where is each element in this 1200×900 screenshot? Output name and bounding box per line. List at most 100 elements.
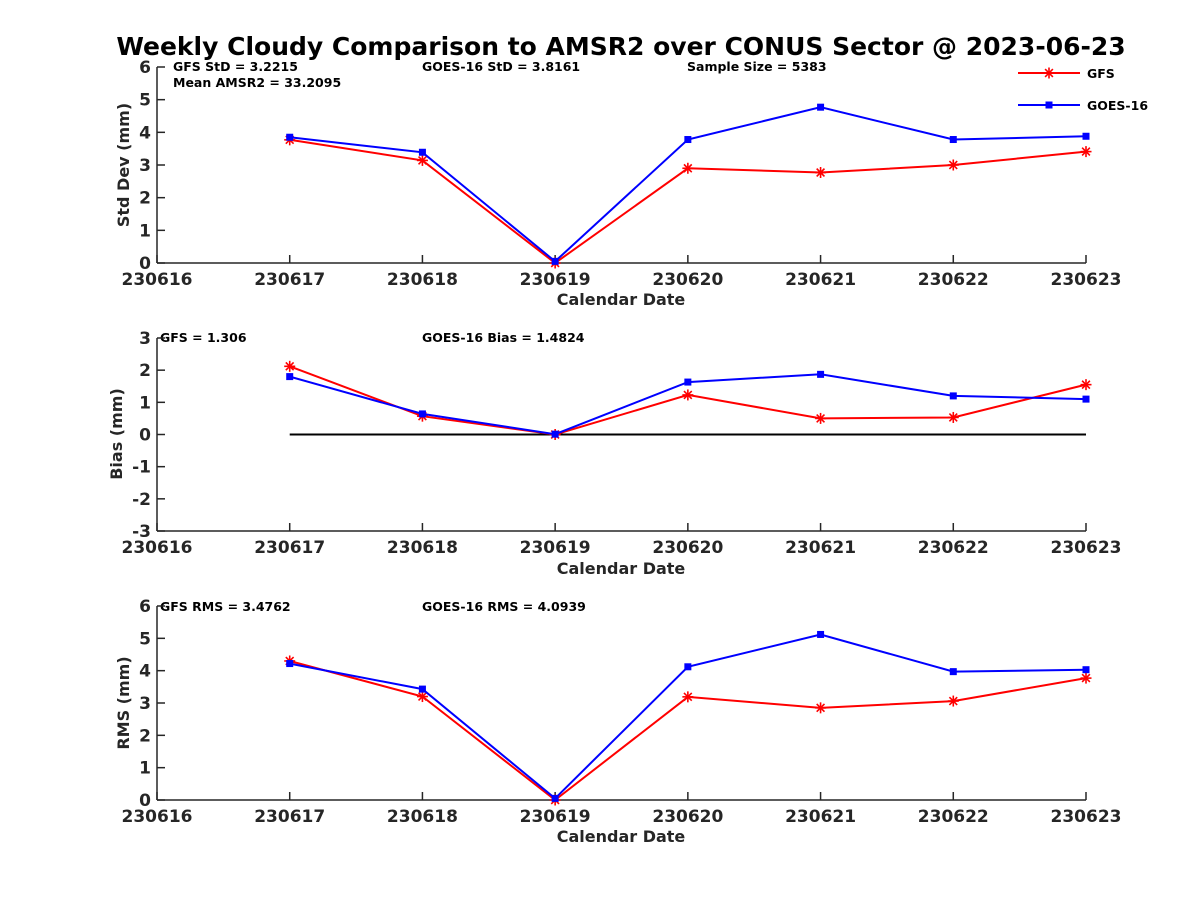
x-tick-label: 230617 xyxy=(254,538,325,558)
goes16-data-point xyxy=(817,630,825,638)
gfs-data-point xyxy=(947,159,959,171)
x-tick-label: 230619 xyxy=(520,270,591,290)
x-tick-label: 230623 xyxy=(1051,538,1122,558)
goes16-std-annotation: GOES-16 StD = 3.8161 xyxy=(422,59,580,74)
goes16-rms-annotation: GOES-16 RMS = 4.0939 xyxy=(422,599,586,614)
goes16-data-point xyxy=(551,430,559,438)
goes16-data-point xyxy=(286,133,294,141)
x-tick-label: 230617 xyxy=(254,270,325,290)
goes16-data-point xyxy=(949,668,957,676)
x-tick-label: 230623 xyxy=(1051,270,1122,290)
x-tick-label: 230616 xyxy=(122,807,193,827)
gfs-data-point xyxy=(947,411,959,423)
x-tick-label: 230617 xyxy=(254,807,325,827)
goes16-data-point xyxy=(551,794,559,802)
gfs-data-point xyxy=(682,162,694,174)
gfs-data-point xyxy=(815,412,827,424)
goes16-data-point xyxy=(684,663,692,671)
y-tick-label: 3 xyxy=(139,329,151,349)
goes16-data-point xyxy=(418,685,426,693)
gfs-data-point xyxy=(284,360,296,372)
y-tick-label: -1 xyxy=(132,458,151,478)
y-tick-label: -3 xyxy=(132,522,151,542)
gfs-data-point xyxy=(1080,379,1092,391)
goes16-data-point xyxy=(418,410,426,418)
rms-y-axis-label: RMS (mm) xyxy=(114,656,133,749)
bias-x-axis-label: Calendar Date xyxy=(557,559,686,578)
gfs-rms-annotation: GFS RMS = 3.4762 xyxy=(160,599,291,614)
gfs-bias-annotation: GFS = 1.306 xyxy=(160,330,247,345)
goes16-data-point xyxy=(286,660,294,668)
y-tick-label: -2 xyxy=(132,490,151,510)
goes16-data-point xyxy=(286,373,294,381)
gfs-data-point xyxy=(1080,672,1092,684)
goes16-bias-annotation: GOES-16 Bias = 1.4824 xyxy=(422,330,585,345)
stddev-plot: 0 1 2 3 4 5 6 230616 230617 230618 230619 230620 230… xyxy=(122,58,1122,290)
x-tick-label: 230616 xyxy=(122,538,193,558)
y-tick-label: 2 xyxy=(139,726,151,746)
gfs-data-point xyxy=(1080,146,1092,158)
x-tick-label: 230620 xyxy=(652,270,723,290)
legend-gfs-marker xyxy=(1043,67,1055,79)
y-tick-label: 4 xyxy=(139,123,151,143)
y-tick-label: 3 xyxy=(139,694,151,714)
x-tick-label: 230619 xyxy=(520,538,591,558)
goes16-data-point xyxy=(817,370,825,378)
stddev-x-axis-label: Calendar Date xyxy=(557,290,686,309)
legend-marker-shape xyxy=(1043,67,1055,79)
gfs-data-point xyxy=(416,154,428,166)
mean-amsr2-annotation: Mean AMSR2 = 33.2095 xyxy=(173,75,341,90)
x-tick-label: 230620 xyxy=(652,807,723,827)
goes16-data-point xyxy=(551,257,559,265)
gfs-data-point xyxy=(815,702,827,714)
y-tick-label: 0 xyxy=(139,426,151,446)
gfs-data-point xyxy=(815,167,827,179)
y-tick-label: 3 xyxy=(139,156,151,176)
gfs-data-point xyxy=(682,691,694,703)
rms-x-axis-label: Calendar Date xyxy=(557,827,686,846)
bias-panel: GFS = 1.306 GOES-16 Bias = 1.4824 -3 -2 -1… xyxy=(107,329,1121,578)
chart-title: Weekly Cloudy Comparison to AMSR2 over C… xyxy=(116,32,1125,61)
bias-plot: -3 -2 -1 0 1 2 3 230616 230617 230618 230619 230620… xyxy=(122,329,1122,558)
y-tick-label: 0 xyxy=(139,791,151,811)
goes16-data-point xyxy=(949,136,957,144)
y-tick-label: 0 xyxy=(139,254,151,274)
gfs-data-point xyxy=(682,389,694,401)
x-tick-label: 230621 xyxy=(785,807,856,827)
x-tick-label: 230622 xyxy=(918,807,989,827)
gfs-std-annotation: GFS StD = 3.2215 xyxy=(173,59,298,74)
y-tick-label: 1 xyxy=(139,759,151,779)
goes16-data-point xyxy=(1082,395,1090,403)
y-tick-label: 2 xyxy=(139,189,151,209)
rms-panel: GFS RMS = 3.4762 GOES-16 RMS = 4.0939 0 1… xyxy=(114,597,1121,846)
legend: GFS GOES-16 xyxy=(1018,66,1148,113)
y-tick-label: 6 xyxy=(139,58,151,78)
goes16-data-point xyxy=(1082,132,1090,140)
x-tick-label: 230616 xyxy=(122,270,193,290)
x-tick-label: 230620 xyxy=(652,538,723,558)
x-tick-label: 230622 xyxy=(918,270,989,290)
x-tick-label: 230618 xyxy=(387,270,458,290)
goes16-data-point xyxy=(1082,666,1090,674)
x-tick-label: 230623 xyxy=(1051,807,1122,827)
legend-marker-shape xyxy=(1045,101,1053,109)
goes16-data-point xyxy=(684,136,692,144)
y-tick-label: 2 xyxy=(139,361,151,381)
sample-size-annotation: Sample Size = 5383 xyxy=(687,59,827,74)
legend-goes16-marker xyxy=(1045,101,1053,109)
gfs-data-point xyxy=(416,691,428,703)
legend-gfs-label: GFS xyxy=(1087,66,1115,81)
x-tick-label: 230618 xyxy=(387,807,458,827)
goes16-data-point xyxy=(949,392,957,400)
legend-goes16-label: GOES-16 xyxy=(1087,98,1148,113)
stddev-panel: GFS StD = 3.2215 Mean AMSR2 = 33.2095 GO… xyxy=(114,58,1121,309)
x-tick-label: 230622 xyxy=(918,538,989,558)
gfs-data-point xyxy=(947,695,959,707)
goes16-data-point xyxy=(418,148,426,156)
x-tick-label: 230619 xyxy=(520,807,591,827)
y-tick-label: 4 xyxy=(139,662,151,682)
bias-y-axis-label: Bias (mm) xyxy=(107,388,126,480)
y-tick-label: 1 xyxy=(139,221,151,241)
